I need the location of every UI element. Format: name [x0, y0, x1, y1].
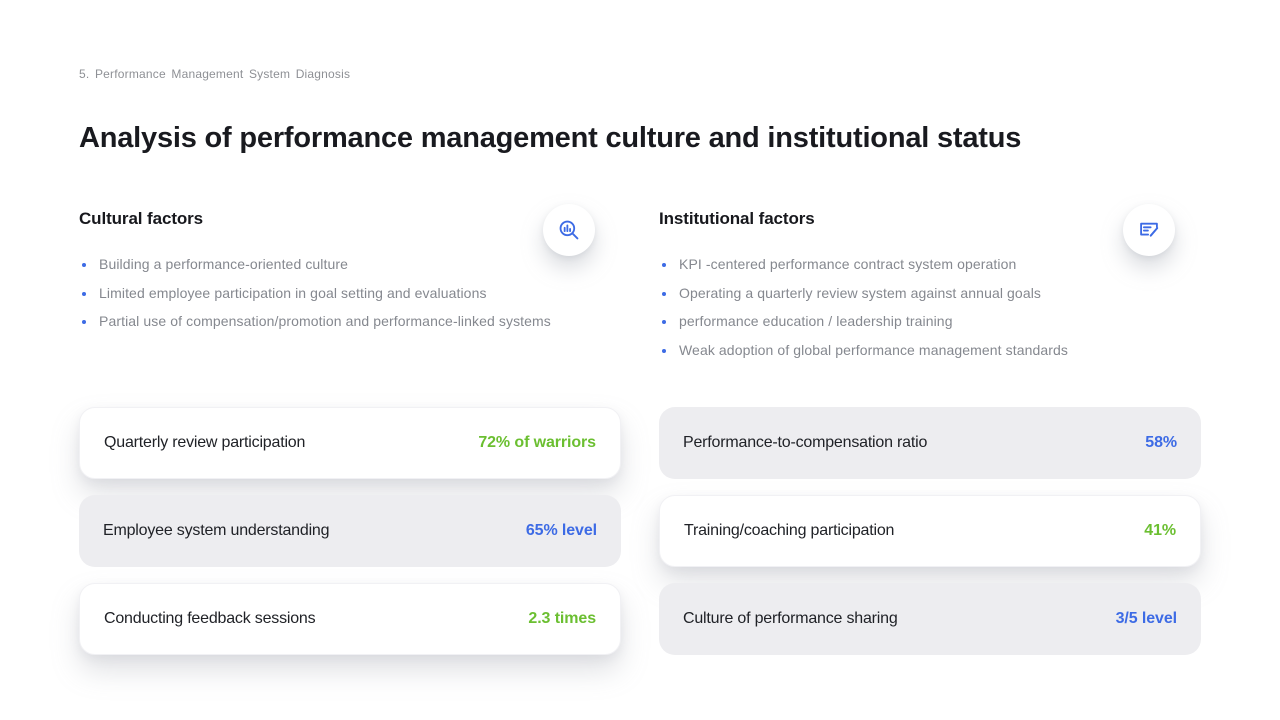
bullet-dot-icon: [662, 291, 666, 296]
bullet-dot-icon: [662, 348, 666, 353]
cultural-factors-column: Cultural factors Building a performance-…: [79, 0, 621, 720]
metric-value: 2.3 times: [528, 610, 596, 627]
institutional-factors-list: KPI -centered performance contract syste…: [659, 255, 1068, 369]
metric-label: Performance-to-compensation ratio: [683, 434, 928, 451]
bullet-dot-icon: [82, 291, 86, 296]
metric-value: 72% of warriors: [478, 434, 596, 451]
metric-label: Conducting feedback sessions: [104, 610, 316, 627]
list-item: Limited employee participation in goal s…: [79, 284, 551, 304]
bullet-text: Limited employee participation in goal s…: [99, 284, 487, 301]
section-eyebrow: 5. Performance Management System Diagnos…: [79, 67, 351, 81]
bullet-dot-icon: [82, 320, 86, 324]
list-item: KPI -centered performance contract syste…: [659, 255, 1068, 275]
metric-value: 65% level: [525, 522, 597, 539]
metric-card: Quarterly review participation 72% of wa…: [79, 407, 621, 479]
bullet-text: Operating a quarterly review system agai…: [679, 284, 1042, 301]
bullet-text: KPI -centered performance contract syste…: [679, 256, 1017, 272]
search-analytics-icon: [543, 204, 595, 256]
list-item: Building a performance-oriented culture: [79, 255, 551, 275]
list-item: Weak adoption of global performance mana…: [659, 341, 1068, 361]
metric-label: Culture of performance sharing: [683, 610, 898, 627]
metric-value: 58%: [1145, 434, 1177, 451]
metric-value: 3/5 level: [1115, 610, 1177, 627]
metric-card: Employee system understanding 65% level: [79, 495, 621, 567]
bullet-dot-icon: [82, 263, 86, 267]
bullet-text: performance education / leadership train…: [679, 313, 953, 329]
list-item: Operating a quarterly review system agai…: [659, 284, 1068, 304]
metric-card: Performance-to-compensation ratio 58%: [659, 407, 1201, 479]
institutional-factors-heading: Institutional factors: [659, 209, 815, 228]
institutional-metric-cards: Performance-to-compensation ratio 58% Tr…: [659, 407, 1201, 671]
institutional-factors-column: Institutional factors KPI -centered perf…: [659, 0, 1201, 720]
bullet-dot-icon: [662, 263, 666, 267]
metric-label: Employee system understanding: [103, 522, 330, 539]
metric-value: 41%: [1144, 522, 1176, 539]
metric-label: Training/coaching participation: [684, 522, 895, 539]
metric-card: Conducting feedback sessions 2.3 times: [79, 583, 621, 655]
bullet-dot-icon: [662, 320, 666, 324]
page-title: Analysis of performance management cultu…: [79, 122, 1022, 155]
list-item: Partial use of compensation/promotion an…: [79, 312, 551, 332]
edit-note-icon: [1123, 204, 1175, 256]
metric-label: Quarterly review participation: [104, 434, 306, 451]
list-item: performance education / leadership train…: [659, 312, 1068, 332]
cultural-factors-list: Building a performance-oriented culture …: [79, 255, 551, 341]
cultural-metric-cards: Quarterly review participation 72% of wa…: [79, 407, 621, 671]
metric-card: Training/coaching participation 41%: [659, 495, 1201, 567]
metric-card: Culture of performance sharing 3/5 level: [659, 583, 1201, 655]
cultural-factors-heading: Cultural factors: [79, 209, 204, 228]
bullet-text: Building a performance-oriented culture: [99, 256, 349, 272]
bullet-text: Partial use of compensation/promotion an…: [99, 313, 551, 329]
bullet-text: Weak adoption of global performance mana…: [679, 341, 1069, 358]
